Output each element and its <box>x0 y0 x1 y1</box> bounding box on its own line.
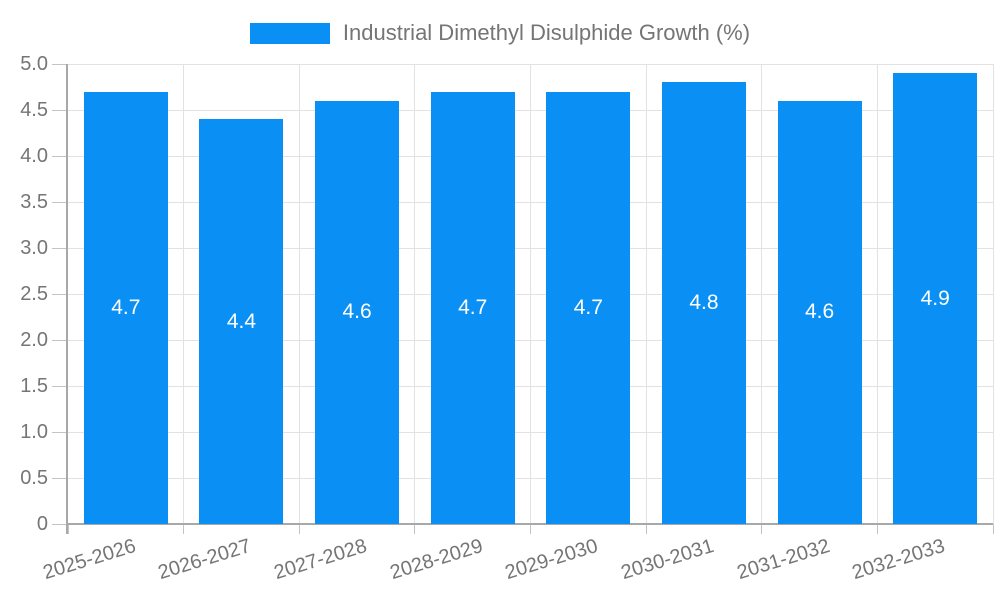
x-axis-tick-mark <box>761 524 763 534</box>
y-axis-tick-mark <box>52 385 67 387</box>
bar-value-label: 4.6 <box>804 300 835 324</box>
legend-swatch-icon <box>249 22 330 44</box>
x-axis-tick-mark <box>414 524 416 534</box>
vertical-gridline <box>876 64 878 524</box>
vertical-gridline <box>530 64 531 524</box>
y-axis-line <box>66 64 68 534</box>
bar-value-label: 4.8 <box>689 291 719 315</box>
bar: 4.8 <box>661 82 746 524</box>
y-axis-tick-mark <box>52 477 67 479</box>
bar-value-label: 4.7 <box>458 295 488 319</box>
y-axis-tick-label: 4.0 <box>20 145 48 167</box>
y-axis-tick-label: 2.0 <box>20 329 48 351</box>
bar: 4.4 <box>199 119 284 524</box>
bar: 4.9 <box>893 73 978 524</box>
x-axis-tick-mark <box>876 524 878 534</box>
x-axis-tick-mark <box>992 524 994 534</box>
y-axis-tick-label: 1.0 <box>20 421 48 443</box>
y-axis-tick-label: 0 <box>36 513 48 535</box>
y-axis-tick-label: 3.0 <box>20 237 48 259</box>
bar-value-label: 4.7 <box>111 295 141 319</box>
y-axis-tick-mark <box>52 523 67 525</box>
y-axis-tick-label: 5.0 <box>20 53 48 75</box>
x-axis-tick-mark <box>67 524 69 534</box>
bar: 4.6 <box>315 100 400 524</box>
y-axis-tick-label: 2.5 <box>20 283 48 305</box>
x-axis-tick-mark <box>298 524 300 534</box>
x-axis-tick-mark <box>183 524 185 534</box>
vertical-gridline <box>992 64 994 524</box>
vertical-gridline <box>414 64 416 524</box>
bar: 4.7 <box>83 91 168 524</box>
y-axis-tick-mark <box>52 339 67 341</box>
y-axis-tick-mark <box>52 431 67 433</box>
bar: 4.7 <box>546 91 631 524</box>
legend-label: Industrial Dimethyl Disulphide Growth (%… <box>342 20 751 45</box>
x-axis-line <box>66 523 993 525</box>
bar: 4.6 <box>777 100 862 524</box>
y-axis-tick-mark <box>52 293 67 295</box>
y-axis-tick-label: 1.5 <box>20 375 48 397</box>
x-axis-tick-mark <box>645 524 647 534</box>
y-axis-tick-mark <box>52 155 67 157</box>
vertical-gridline <box>761 64 763 524</box>
vertical-gridline <box>645 64 647 524</box>
bar: 4.7 <box>430 91 515 524</box>
bar-value-label: 4.6 <box>342 300 372 324</box>
bar-value-label: 4.4 <box>226 309 257 333</box>
bar-value-label: 4.7 <box>573 295 603 319</box>
y-axis-tick-label: 0.5 <box>20 467 48 489</box>
y-axis-tick-mark <box>52 109 67 111</box>
x-axis-tick-mark <box>530 524 531 534</box>
vertical-gridline <box>183 64 185 524</box>
y-axis-tick-label: 3.5 <box>20 191 48 213</box>
bar-value-label: 4.9 <box>920 286 950 310</box>
y-axis-tick-label: 4.5 <box>20 99 48 121</box>
y-axis-tick-mark <box>52 201 67 203</box>
y-axis-tick-mark <box>52 63 67 65</box>
chart-legend: Industrial Dimethyl Disulphide Growth (%… <box>0 20 1000 46</box>
vertical-gridline <box>298 64 300 524</box>
y-axis-tick-mark <box>52 247 67 249</box>
